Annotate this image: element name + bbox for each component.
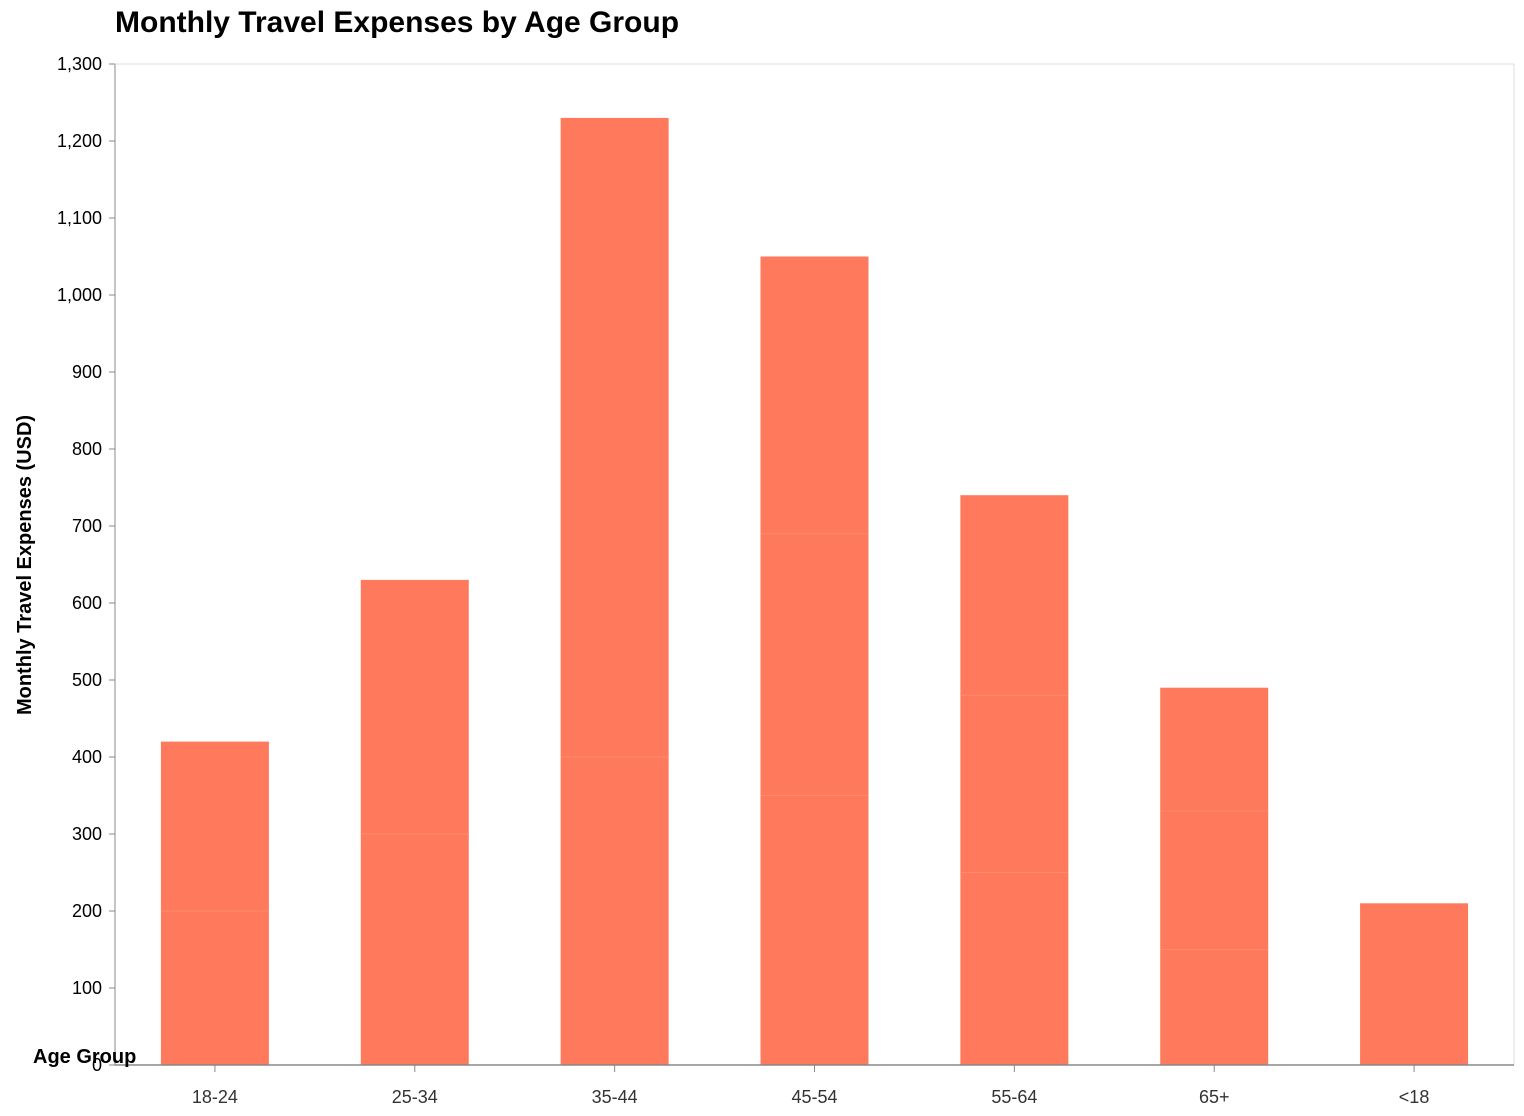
bar-segment	[1360, 903, 1469, 1065]
x-tick-label: <18	[1399, 1087, 1430, 1107]
bar-stack-25-34	[360, 579, 469, 1065]
y-tick-label: 1,300	[57, 54, 102, 74]
x-tick-label: 45-54	[791, 1087, 837, 1107]
bar-segment	[160, 741, 269, 911]
y-tick-label: 1,000	[57, 285, 102, 305]
bar-segment	[360, 834, 469, 1065]
bar-stack-55-64	[960, 495, 1069, 1065]
bar-stack-18-24	[160, 741, 269, 1065]
bar-segment	[360, 579, 469, 834]
chart-title: Monthly Travel Expenses by Age Group	[115, 6, 680, 39]
y-tick-label: 1,100	[57, 208, 102, 228]
bar-segment	[960, 695, 1069, 873]
bar-stack-45-54	[760, 256, 869, 1065]
x-tick-label: 18-24	[192, 1087, 238, 1107]
x-axis-title: Age Group	[33, 1046, 136, 1068]
bar-stack-35-44	[560, 117, 669, 1065]
bar-segment	[1160, 687, 1269, 811]
bars-group	[160, 117, 1469, 1065]
x-tick-label: 65+	[1199, 1087, 1230, 1107]
y-tick-label: 0	[92, 1055, 102, 1075]
x-axis: 18-24 25-34 35-44 45-54 55-64 65+ <18	[115, 1064, 1514, 1107]
y-tick-label: 100	[72, 978, 102, 998]
bar-segment	[760, 533, 869, 796]
y-axis: 0 100 200 300 400 500 600 700 800 900 1,000 1,100 1,…	[57, 54, 1515, 1075]
y-tick-label: 200	[72, 901, 102, 921]
bar-segment	[560, 117, 669, 757]
bar-segment	[1160, 949, 1269, 1065]
bar-segment	[760, 795, 869, 1065]
bar-stack-<18	[1360, 903, 1469, 1065]
y-tick-label: 600	[72, 593, 102, 613]
bar-segment	[960, 872, 1069, 1065]
bar-segment	[1160, 810, 1269, 950]
x-tick-label: 55-64	[991, 1087, 1037, 1107]
y-axis-title: Monthly Travel Expenses (USD)	[14, 415, 36, 715]
bar-segment	[560, 757, 669, 1065]
x-tick-label: 35-44	[592, 1087, 638, 1107]
bar-stack-65+	[1160, 687, 1269, 1065]
x-tick-label: 25-34	[392, 1087, 438, 1107]
bar-segment	[760, 256, 869, 534]
y-tick-label: 700	[72, 516, 102, 536]
y-tick-label: 1,200	[57, 131, 102, 151]
y-tick-label: 300	[72, 824, 102, 844]
y-tick-label: 400	[72, 747, 102, 767]
y-tick-label: 900	[72, 362, 102, 382]
bar-segment	[160, 911, 269, 1065]
bar-segment	[960, 495, 1069, 696]
y-tick-label: 500	[72, 670, 102, 690]
y-tick-label: 800	[72, 439, 102, 459]
